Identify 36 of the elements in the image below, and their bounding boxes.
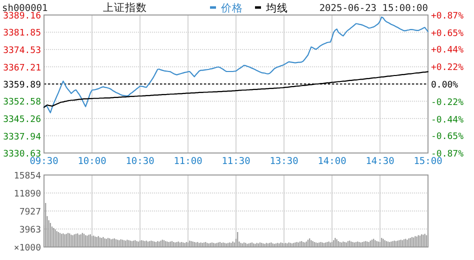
y-tick-label: 3359.89 (3, 80, 41, 91)
x-tick-label: 14:30 (366, 156, 395, 167)
y-tick-label: 3345.26 (3, 115, 41, 126)
x-tick-label: 11:30 (222, 156, 251, 167)
x-tick-label: 11:00 (174, 156, 203, 167)
y2-tick-label: -0.22% (431, 98, 464, 108)
y-tick-label: 3389.16 (3, 12, 41, 22)
y-tick-label: 3374.53 (3, 46, 41, 56)
x-tick-label: 15:00 (414, 156, 443, 167)
text: 2025-06-23 15:00:00 (319, 3, 428, 14)
y-tick-label: 3381.85 (3, 28, 41, 39)
y-tick-label: 11890 (14, 190, 41, 200)
y-tick-label: 3337.94 (3, 132, 41, 142)
y2-tick-label: 0.00% (431, 80, 459, 90)
y-tick-label: 3963 (19, 226, 41, 236)
line-series (43, 16, 429, 114)
y-tick-label: 15854 (14, 172, 41, 182)
x-tick-label: 10:30 (126, 156, 155, 167)
y2-tick-label: +0.87% (431, 12, 464, 22)
y2-tick-label: +0.44% (431, 46, 464, 56)
y-tick-label: 3352.58 (3, 98, 41, 108)
y-tick-label: 7927 (19, 208, 41, 218)
legend-label: 均线 (265, 2, 288, 14)
x-tick-label: 10:00 (78, 156, 107, 167)
x-tick-label: 09:30 (30, 156, 59, 167)
y2-tick-label: -0.65% (431, 132, 464, 142)
chart-title: 上证指数 (103, 1, 147, 14)
y2-tick-label: +0.22% (431, 63, 464, 74)
line-series (43, 71, 429, 108)
y2-tick-label: -0.44% (431, 115, 464, 126)
y2-tick-label: +0.65% (431, 28, 464, 39)
legend-label: 价格 (220, 2, 243, 14)
x-tick-label: 13:30 (270, 156, 299, 167)
x-tick-label: 14:00 (318, 156, 347, 167)
y-axis-title: ×1000 (14, 244, 41, 254)
y-tick-label: 3367.21 (3, 63, 41, 74)
